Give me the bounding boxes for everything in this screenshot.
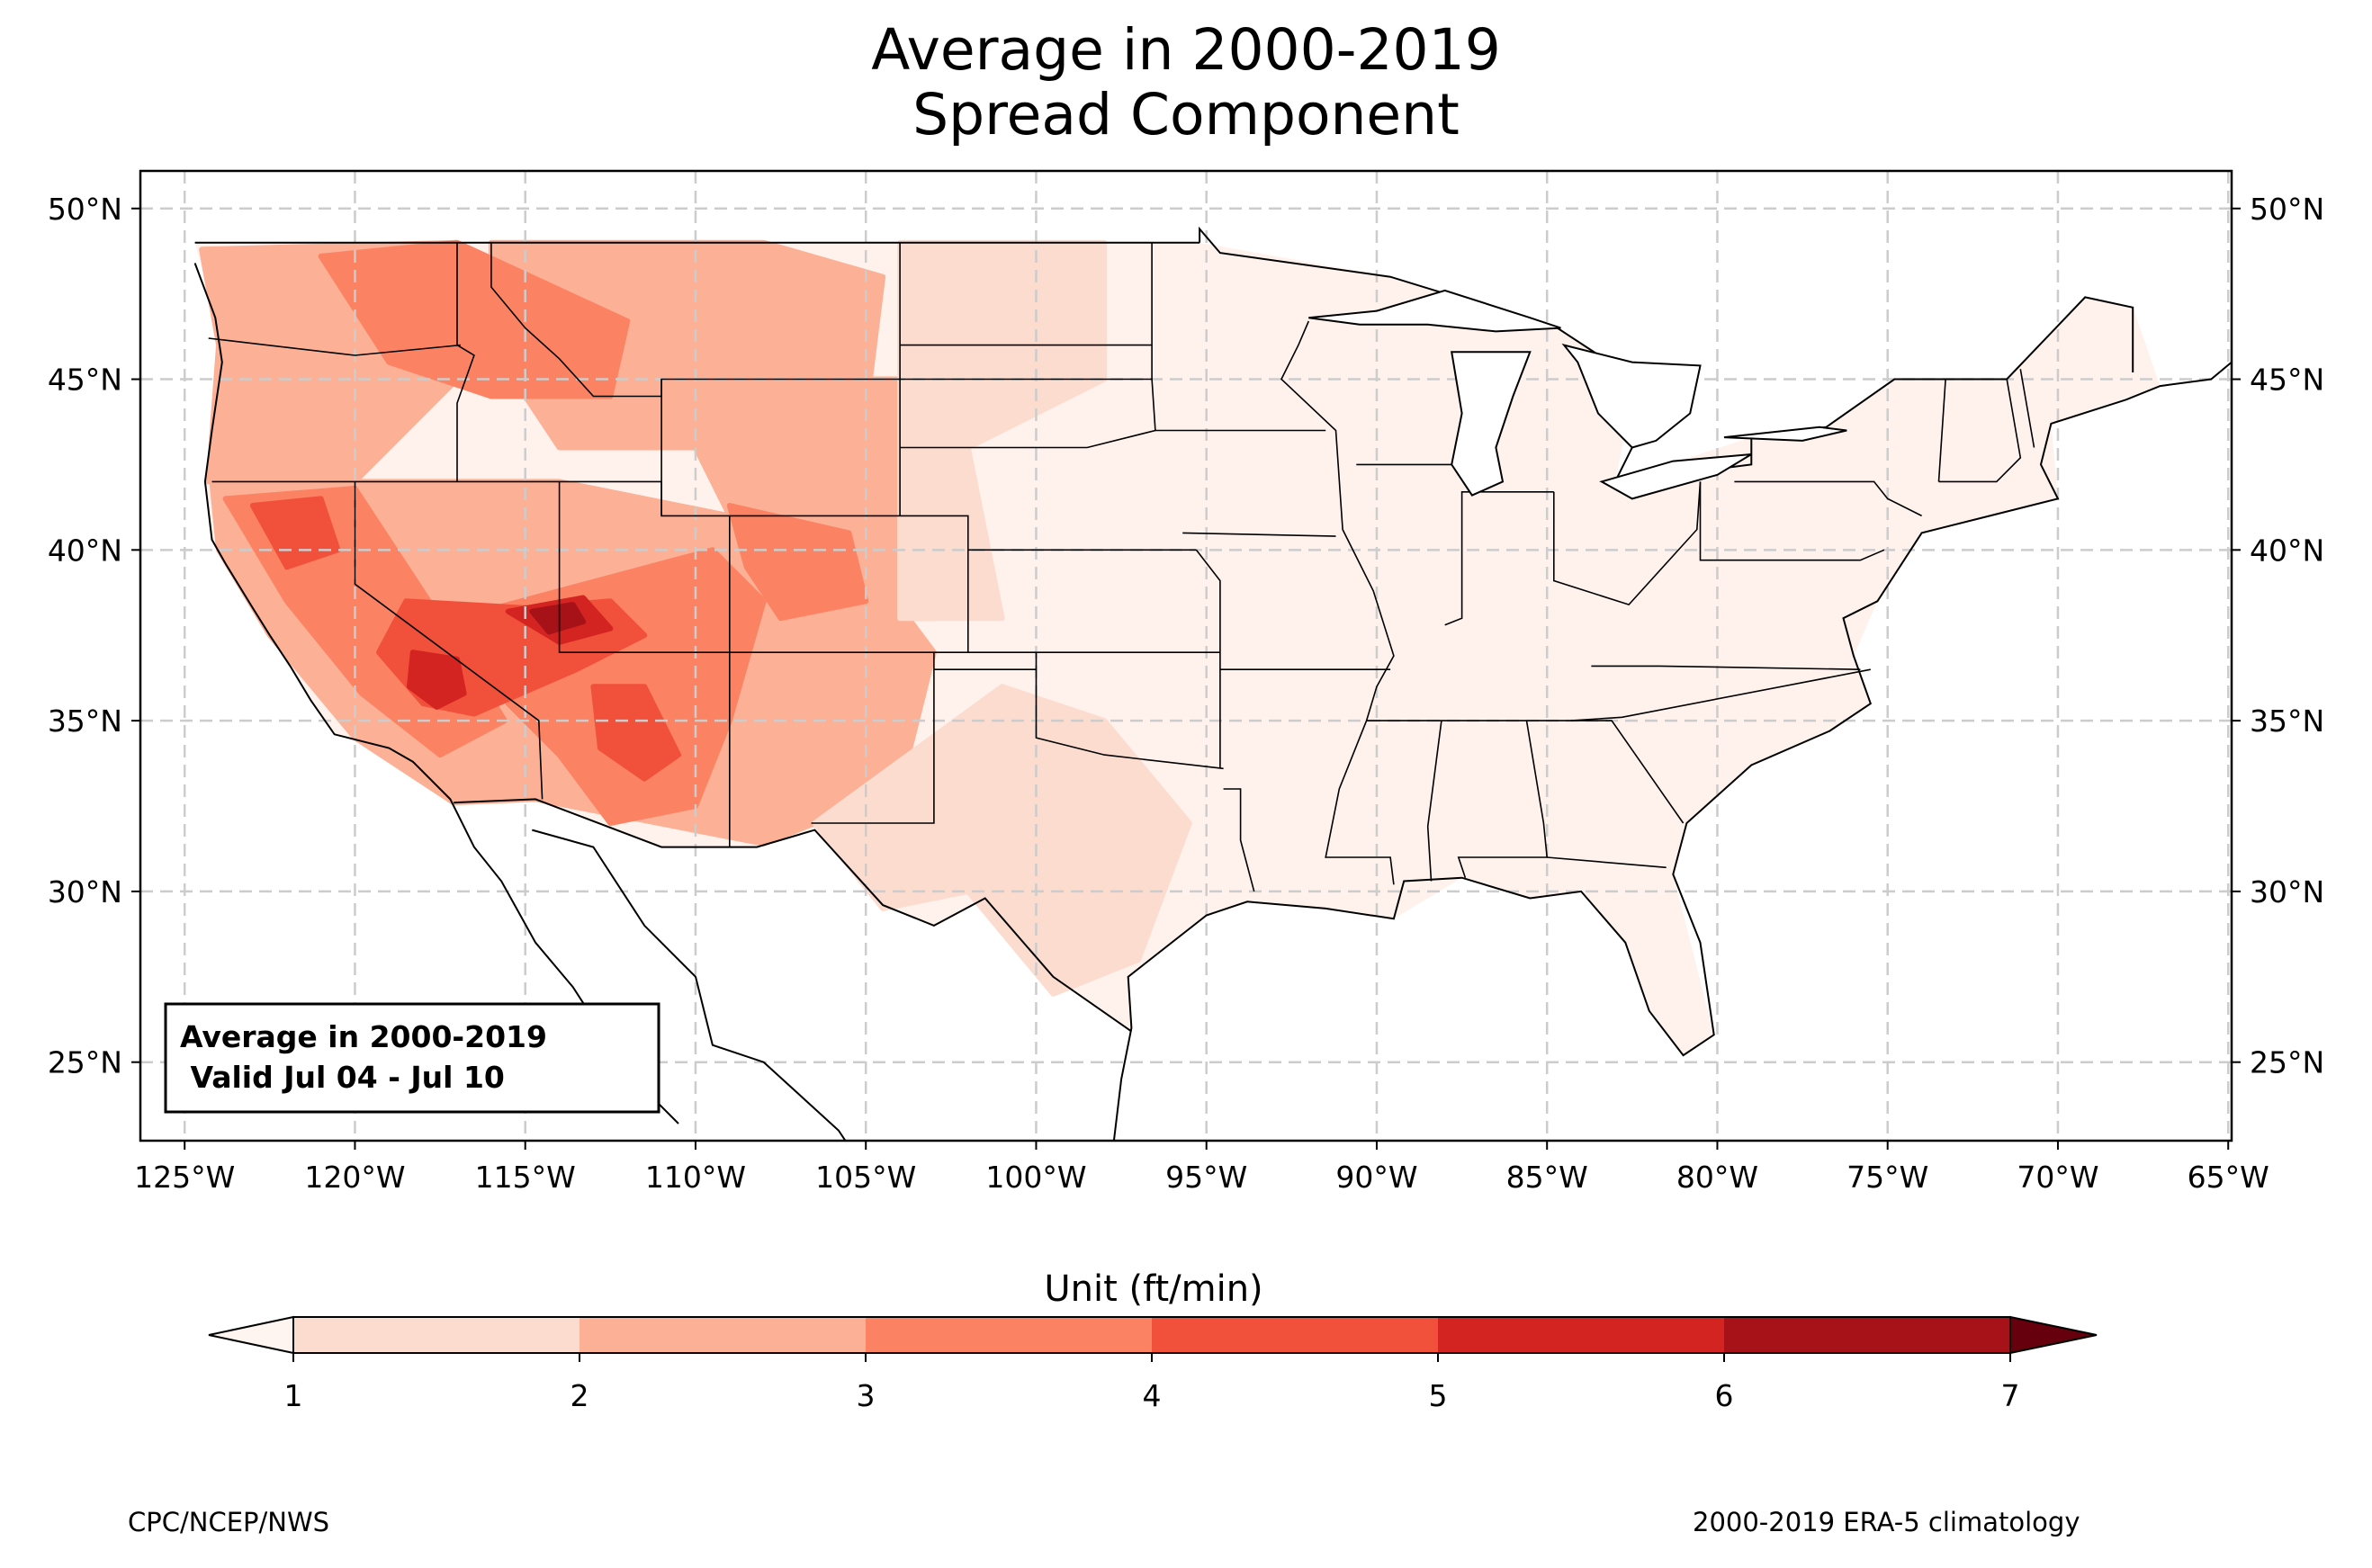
field-norcal-hotspot (249, 496, 341, 570)
state-boundary (1938, 379, 2022, 483)
lon-label: 65°W (2188, 1160, 2269, 1195)
lon-label: 120°W (304, 1160, 405, 1195)
field-colorado-rockies (726, 503, 869, 622)
field-socal-hotspot (407, 650, 467, 710)
colorbar-under-arrow (208, 1315, 294, 1355)
footer-climatology: 2000-2019 ERA-5 climatology (1693, 1507, 2080, 1537)
map-frame (139, 169, 2233, 1142)
great-lake (1308, 289, 1561, 333)
lat-label-right: 30°N (2250, 874, 2324, 909)
colorbar-over-arrow (2009, 1315, 2098, 1355)
state-boundary (1444, 490, 1554, 626)
lat-label-right: 40°N (2250, 533, 2324, 568)
state-boundary (1426, 720, 1442, 882)
state-boundary (490, 242, 901, 398)
inset-line-1: Average in 2000-2019 (180, 1019, 547, 1054)
state-boundary (1699, 481, 1885, 561)
pacific-coastline (193, 263, 679, 1124)
map-subtitle: Spread Component (912, 82, 1460, 148)
field-layer (194, 239, 2161, 1056)
state-boundary (1547, 856, 1667, 869)
colorbar-bin (293, 1317, 580, 1353)
lat-label-right: 35°N (2250, 703, 2324, 739)
great-lake (1723, 426, 1847, 442)
colorbar-bin (1724, 1317, 2011, 1353)
state-boundary (1195, 549, 1221, 769)
state-boundary (2019, 369, 2035, 448)
lat-label-left: 30°N (48, 874, 122, 909)
lon-label: 125°W (134, 1160, 235, 1195)
state-boundary (456, 242, 475, 482)
inset-line-2: Valid Jul 04 - Jul 10 (180, 1060, 505, 1095)
great-lake (1451, 351, 1532, 497)
lon-label: 95°W (1165, 1160, 1247, 1195)
map-title: Average in 2000-2019 (871, 17, 1501, 83)
lon-label: 90°W (1335, 1160, 1417, 1195)
atlantic-gulf-coastline (532, 361, 2232, 1141)
lat-label-left: 50°N (48, 192, 122, 227)
country-border (454, 798, 1132, 1033)
state-boundary (811, 652, 935, 824)
lon-label: 80°W (1676, 1160, 1758, 1195)
longitude-labels: 125°W 120°W 115°W 110°W 105°W 100°W 95°W 90°W 85… (134, 1141, 2269, 1195)
state-boundary (1734, 480, 1922, 517)
state-boundary (208, 337, 461, 356)
lon-label: 105°W (815, 1160, 916, 1195)
lat-label-right: 50°N (2250, 192, 2324, 227)
lat-label-right: 45°N (2250, 363, 2324, 398)
colorbar-tick-label: 3 (857, 1378, 876, 1413)
lon-label: 85°W (1506, 1160, 1588, 1195)
state-boundary (1553, 481, 1702, 606)
state-boundary (1937, 379, 1946, 482)
state-boundary (354, 481, 544, 800)
great-lake (1599, 453, 1752, 500)
state-boundary (1035, 652, 1224, 770)
lon-label: 115°W (475, 1160, 576, 1195)
lon-label: 75°W (1846, 1160, 1928, 1195)
colorbar-bin (580, 1317, 867, 1353)
footer-source: CPC/NCEP/NWS (128, 1507, 330, 1537)
colorbar-bin (1438, 1317, 1725, 1353)
state-boundary (1182, 532, 1336, 537)
colorbar-tick-label: 4 (1143, 1378, 1162, 1413)
state-boundary (1366, 668, 1871, 721)
colorbar-bin (1152, 1317, 1439, 1353)
latitude-labels: 50°N 50°N 45°N 45°N 40°N 40°N 35°N 35°N 30°N 30°N… (48, 192, 2324, 1080)
lat-label-left: 45°N (48, 363, 122, 398)
colorbar-tick-label: 6 (1715, 1378, 1734, 1413)
field-arizona-hotspot (590, 684, 681, 782)
validity-inset: Average in 2000-2019 Valid Jul 04 - Jul … (164, 1002, 660, 1114)
lat-label-left: 40°N (48, 533, 122, 568)
lon-label: 100°W (985, 1160, 1086, 1195)
colorbar: Unit (ft/min) 1 2 3 4 5 6 7 (208, 1268, 2098, 1413)
state-boundary (1591, 665, 1861, 670)
lon-label: 70°W (2017, 1160, 2098, 1195)
lat-label-right: 25°N (2250, 1045, 2324, 1080)
colorbar-tick-label: 2 (571, 1378, 589, 1413)
great-lake (1561, 343, 1702, 449)
lat-label-left: 35°N (48, 703, 122, 739)
state-boundary (1280, 320, 1395, 885)
state-boundary (1223, 788, 1255, 892)
boundary-lines (193, 226, 2232, 1141)
colorbar-tick-label: 5 (1429, 1378, 1448, 1413)
lon-label: 110°W (645, 1160, 746, 1195)
lat-label-left: 25°N (48, 1045, 122, 1080)
colorbar-bin (866, 1317, 1153, 1353)
state-boundary (1570, 720, 1685, 824)
colorbar-label: Unit (ft/min) (1044, 1268, 1262, 1310)
colorbar-tick-label: 7 (2001, 1378, 2020, 1413)
colorbar-tick-label: 1 (284, 1378, 303, 1413)
